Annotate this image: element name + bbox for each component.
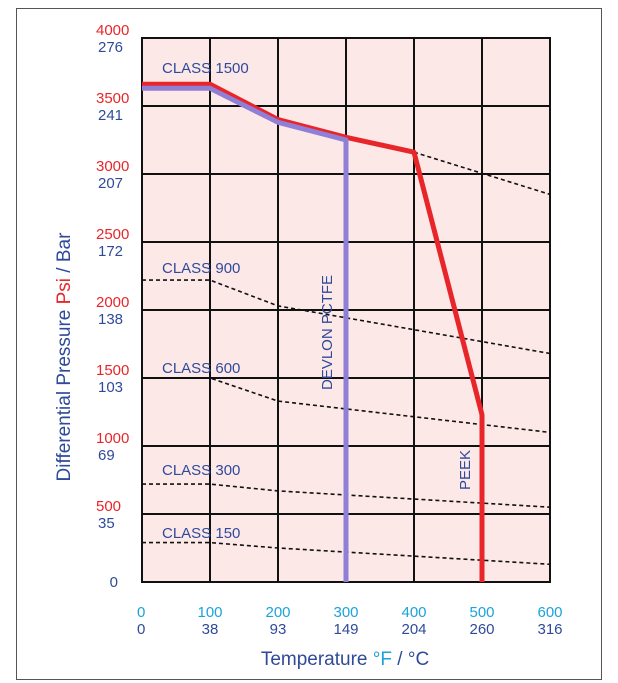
x-tick-f: 100 [197, 604, 222, 621]
y-axis-ticks: 4000276350024130002072500172200013815001… [96, 22, 129, 591]
x-tick-c: 0 [137, 621, 145, 638]
x-tick-f: 300 [333, 604, 358, 621]
series-line-devlon-pctfe [142, 85, 349, 582]
y-tick-bar: 35 [98, 515, 115, 532]
label-class-900: CLASS 900 [162, 260, 240, 277]
y-tick-bar: 103 [98, 379, 123, 396]
y-tick-bar: 138 [98, 311, 123, 328]
x-tick-f: 200 [265, 604, 290, 621]
material-lines [142, 81, 485, 582]
label-class-300: CLASS 300 [162, 462, 240, 479]
y-tick-bar: 241 [98, 107, 123, 124]
y-tick-psi: 2000 [96, 294, 129, 311]
y-tick-psi: 3000 [96, 158, 129, 175]
y-tick-psi: 3500 [96, 90, 129, 107]
x-tick-c: 38 [202, 621, 219, 638]
series-line-class-600 [142, 377, 551, 434]
x-tick-f: 500 [469, 604, 494, 621]
y-tick-bar: 276 [98, 39, 123, 56]
series-line-peek [142, 81, 485, 582]
y-tick-psi: 1000 [96, 430, 129, 447]
y-tick-bar: 69 [98, 447, 115, 464]
class-lines [142, 151, 551, 566]
label-class-600: CLASS 600 [162, 360, 240, 377]
x-tick-f: 400 [401, 604, 426, 621]
chart-frame [16, 8, 602, 680]
label-class-1500: CLASS 1500 [162, 60, 249, 77]
y-tick-psi: 1500 [96, 362, 129, 379]
x-tick-c: 260 [469, 621, 494, 638]
label-pctfe: DEVLON PCTFE [319, 275, 336, 390]
x-tick-c: 93 [270, 621, 287, 638]
x-tick-c: 149 [333, 621, 358, 638]
y-tick-bar: 172 [98, 243, 123, 260]
y-tick-bar: 207 [98, 175, 123, 192]
y-tick-psi: 0 [110, 574, 118, 591]
y-tick-psi: 2500 [96, 226, 129, 243]
x-tick-f: 0 [137, 604, 145, 621]
y-tick-psi: 500 [96, 498, 121, 515]
x-tick-f: 600 [537, 604, 562, 621]
x-tick-c: 316 [537, 621, 562, 638]
y-tick-psi: 4000 [96, 22, 129, 39]
series-line-class-1500 [413, 151, 551, 196]
label-peek: PEEK [457, 450, 474, 490]
x-axis-title: Temperature °F / °C [261, 649, 429, 670]
x-tick-c: 204 [401, 621, 426, 638]
y-axis-title: Differential Pressure Psi / Bar [54, 232, 75, 482]
label-class-150: CLASS 150 [162, 525, 240, 542]
